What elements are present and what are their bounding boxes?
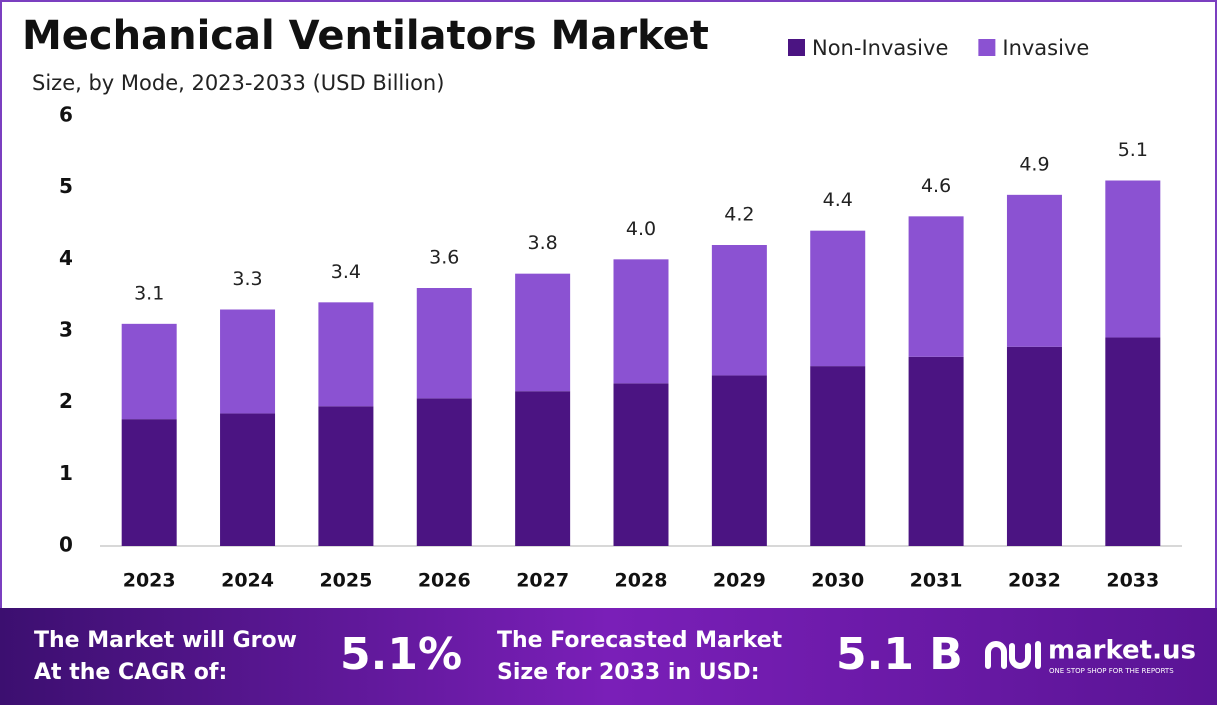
y-tick-label: 2 xyxy=(59,389,73,413)
logo-icon xyxy=(985,641,1041,669)
y-tick-label: 5 xyxy=(59,174,73,198)
footer-text: The Forecasted Market xyxy=(497,628,783,653)
data-label: 4.0 xyxy=(626,218,656,240)
bar-segment xyxy=(1105,180,1161,338)
legend-label: Invasive xyxy=(1002,36,1089,60)
bar-segment xyxy=(711,245,767,376)
data-label: 4.6 xyxy=(921,175,951,197)
legend-swatch xyxy=(788,39,805,56)
x-tick-label: 2023 xyxy=(123,570,176,592)
x-tick-label: 2031 xyxy=(910,570,963,592)
bar-segment xyxy=(613,383,669,546)
y-tick-label: 3 xyxy=(59,318,73,342)
bar-segment xyxy=(318,406,374,546)
y-tick-label: 0 xyxy=(59,533,73,557)
bar-segment xyxy=(220,413,276,546)
brand: market.us xyxy=(1048,636,1196,666)
bar-segment xyxy=(908,216,964,357)
x-tick-label: 2028 xyxy=(615,570,668,592)
bar-segment xyxy=(121,323,177,420)
footer-banner xyxy=(0,608,1217,705)
x-tick-label: 2032 xyxy=(1008,570,1061,592)
footer: The Market will Grow At the CAGR of: 5.1… xyxy=(34,628,963,685)
footer-text: Size for 2033 in USD: xyxy=(497,660,760,685)
bar-segment xyxy=(1105,337,1161,546)
tagline: ONE STOP SHOP FOR THE REPORTS xyxy=(1049,667,1174,675)
data-label: 3.6 xyxy=(429,247,459,269)
chart-subtitle: Size, by Mode, 2023-2033 (USD Billion) xyxy=(32,71,444,95)
data-label: 3.1 xyxy=(134,282,164,304)
data-label: 4.2 xyxy=(724,204,754,226)
data-label: 4.9 xyxy=(1019,153,1049,175)
x-tick-label: 2026 xyxy=(418,570,471,592)
footer-text: The Market will Grow xyxy=(34,628,297,653)
footer-text: At the CAGR of: xyxy=(34,660,227,685)
bar-segment xyxy=(711,375,767,546)
y-tick-label: 1 xyxy=(59,461,73,485)
bar-segment xyxy=(416,288,472,399)
y-tick-label: 4 xyxy=(59,246,73,270)
bar-segment xyxy=(908,356,964,546)
x-tick-label: 2024 xyxy=(221,570,274,592)
bar-segment xyxy=(220,309,276,414)
bar-segment xyxy=(515,391,571,546)
bar-segment xyxy=(1006,194,1062,347)
y-tick-label: 6 xyxy=(59,103,73,127)
legend-swatch xyxy=(978,39,996,56)
data-label: 3.8 xyxy=(528,232,558,254)
bar-segment xyxy=(416,398,472,546)
chart-title: Mechanical Ventilators Market xyxy=(22,13,709,59)
data-label: 3.4 xyxy=(331,261,361,283)
legend-label: Non-Invasive xyxy=(812,36,948,60)
x-tick-label: 2029 xyxy=(713,570,766,592)
x-tick-label: 2027 xyxy=(516,570,569,592)
x-tick-label: 2025 xyxy=(319,570,372,592)
footer-value: 5.1% xyxy=(340,629,462,680)
x-tick-label: 2030 xyxy=(811,570,864,592)
data-label: 5.1 xyxy=(1118,139,1148,161)
bar-segment xyxy=(318,302,374,407)
data-label: 3.3 xyxy=(232,268,262,290)
bar-segment xyxy=(810,230,866,367)
bar-segment xyxy=(810,366,866,546)
bar-segment xyxy=(121,419,177,546)
bar-segment xyxy=(613,259,669,384)
x-tick-label: 2033 xyxy=(1106,570,1159,592)
bar-segment xyxy=(515,273,571,392)
bar-segment xyxy=(1006,346,1062,546)
footer-value: 5.1 B xyxy=(836,629,963,680)
data-label: 4.4 xyxy=(823,189,853,211)
